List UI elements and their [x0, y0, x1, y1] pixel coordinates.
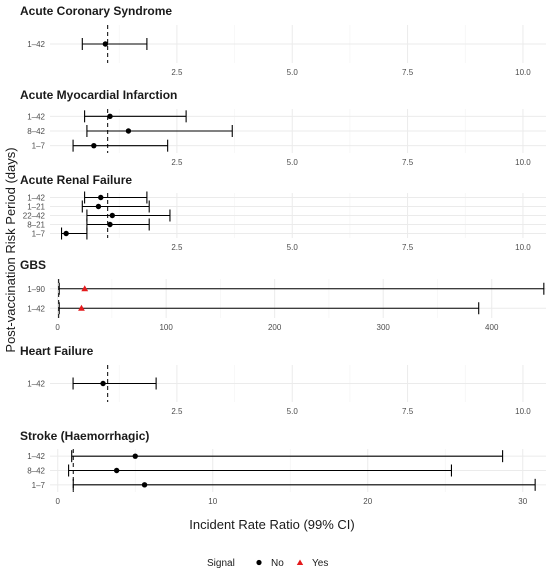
legend-label-no: No [271, 558, 284, 569]
point-estimate [95, 203, 102, 210]
panel: Acute Coronary Syndrome 1–42 2.5 5.0 7.5 10.0 [20, 4, 546, 77]
point-estimate [107, 221, 113, 228]
row-label: 1–42 [27, 452, 45, 461]
panel-title: Acute Myocardial Infarction [20, 88, 177, 102]
x-tick-label: 30 [518, 497, 527, 506]
panel-title: Acute Renal Failure [20, 173, 132, 187]
point-estimate [125, 128, 132, 134]
row-label: 1–7 [32, 481, 46, 490]
point-estimate-signal [81, 285, 89, 292]
x-tick-label: 5.0 [287, 243, 299, 252]
x-tick-label: 2.5 [171, 407, 183, 416]
panel: Stroke (Haemorrhagic) 1–42 8–42 1–7 0 10 20 30 [20, 429, 546, 506]
row-label: 1–21 [27, 203, 45, 212]
legend-marker-yes [296, 559, 304, 565]
point-estimate [141, 482, 148, 488]
x-tick-label: 7.5 [402, 243, 414, 252]
panel-title: Stroke (Haemorrhagic) [20, 429, 149, 443]
x-tick-label: 7.5 [402, 158, 414, 167]
panel: Acute Myocardial Infarction 1–42 8–42 1–7 2.… [20, 88, 546, 167]
x-axis-title: Incident Rate Ratio (99% CI) [189, 517, 354, 532]
point-estimate [107, 113, 113, 120]
x-tick-label: 10.0 [515, 243, 531, 252]
x-tick-label: 10.0 [515, 68, 531, 77]
x-tick-label: 10 [208, 497, 217, 506]
x-tick-label: 7.5 [402, 407, 414, 416]
panel-title: Acute Coronary Syndrome [20, 4, 172, 18]
row-label: 1–42 [27, 380, 45, 389]
point-estimate-signal [78, 304, 85, 311]
point-estimate [113, 467, 120, 474]
row-label: 8–21 [27, 221, 45, 230]
panel-title: GBS [20, 258, 46, 272]
legend-label-yes: Yes [312, 558, 328, 569]
x-tick-label: 2.5 [171, 158, 183, 167]
x-tick-label: 5.0 [287, 68, 299, 77]
point-estimate [63, 230, 69, 237]
point-estimate [100, 380, 106, 387]
row-label: 1–42 [27, 112, 45, 121]
legend-marker-no [256, 559, 262, 566]
x-tick-label: 0 [55, 323, 60, 332]
x-tick-label: 7.5 [402, 68, 414, 77]
y-axis-title: Post-vaccination Risk Period (days) [3, 147, 18, 352]
x-tick-label: 200 [268, 323, 282, 332]
x-tick-label: 2.5 [171, 68, 183, 77]
row-label: 1–7 [32, 142, 46, 151]
x-tick-label: 0 [56, 497, 61, 506]
row-label: 1–7 [32, 230, 46, 239]
row-label: 8–42 [27, 467, 45, 476]
x-tick-label: 5.0 [287, 407, 299, 416]
panel: GBS 1–90 1–42 0 100 200 300 400 [20, 258, 546, 332]
point-estimate [109, 212, 115, 219]
x-tick-label: 10.0 [515, 407, 531, 416]
row-label: 1–42 [27, 194, 45, 203]
x-tick-label: 5.0 [287, 158, 299, 167]
row-label: 1–42 [27, 304, 45, 313]
row-label: 1–90 [27, 285, 45, 294]
panel: Heart Failure 1–42 2.5 5.0 7.5 10.0 [20, 344, 546, 416]
row-label: 22–42 [23, 212, 46, 221]
legend: Signal No Yes [207, 558, 328, 569]
legend-title: Signal [207, 558, 235, 569]
x-tick-label: 2.5 [171, 243, 183, 252]
point-estimate [132, 453, 138, 459]
point-estimate [98, 194, 104, 201]
x-tick-label: 300 [377, 323, 391, 332]
x-tick-label: 400 [485, 323, 499, 332]
x-tick-label: 10.0 [515, 158, 531, 167]
row-label: 8–42 [27, 127, 45, 136]
row-label: 1–42 [27, 40, 45, 49]
point-estimate [102, 41, 109, 47]
point-estimate [91, 142, 97, 149]
x-tick-label: 100 [159, 323, 173, 332]
panel-title: Heart Failure [20, 344, 94, 358]
x-tick-label: 20 [363, 497, 372, 506]
